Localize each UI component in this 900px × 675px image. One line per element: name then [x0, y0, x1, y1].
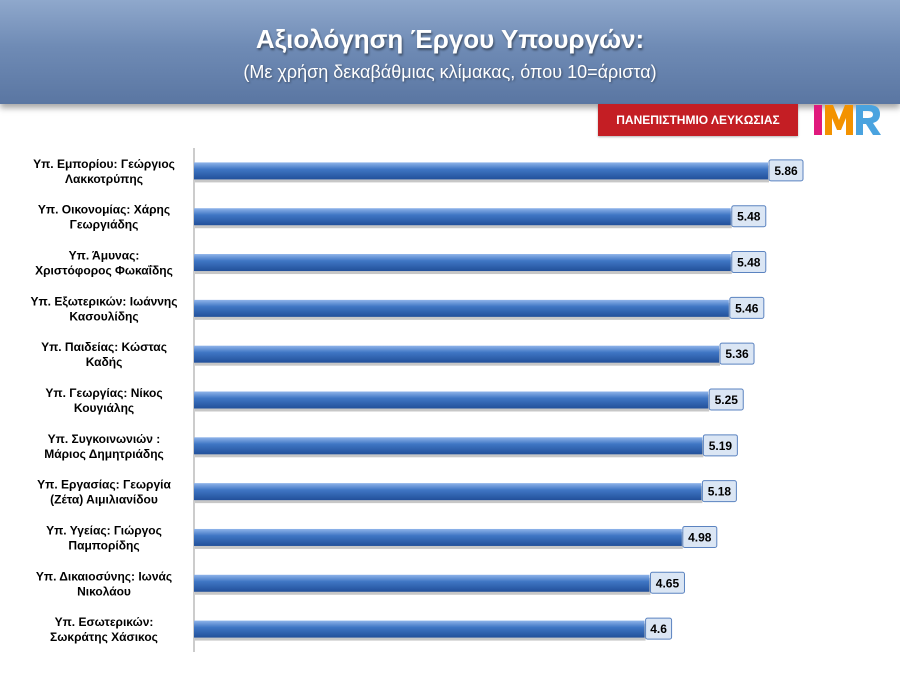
category-label-line: Καδής: [86, 355, 123, 369]
category-label: Υπ. Παιδείας: Κώστας Καδής: [41, 340, 167, 369]
category-label: Υπ. Εργασίας: Γεωργία (Ζέτα) Αιμιλιανίδου: [37, 478, 171, 507]
data-label-box: [701, 480, 737, 503]
data-label-box: [729, 296, 765, 319]
category-label-line: Χριστόφορος Φωκαΐδης: [35, 264, 173, 278]
chart-subtitle: (Με χρήση δεκαβάθμιας κλίμακας, όπου 10=…: [243, 62, 657, 82]
category-label-line: Υπ. Υγείας: Γιώργος: [46, 523, 162, 537]
data-label-box: [719, 342, 755, 365]
category-label-line: Σωκράτης Χάσικος: [50, 630, 158, 644]
category-label: Υπ. Εμπορίου: Γεώργιος Λακκοτρύπης: [33, 157, 175, 186]
category-label-line: Υπ. Εξωτερικών: Ιωάννης: [30, 294, 177, 308]
data-label: 5.86: [774, 164, 798, 178]
category-label-line: Γεωργιάδης: [70, 218, 139, 232]
category-label-line: Νικολάου: [77, 584, 131, 598]
category-label-line: Υπ. Οικονομίας: Χάρης: [38, 203, 170, 217]
bars-group: Υπ. Εμπορίου: Γεώργιος Λακκοτρύπης 5.86 Υπ.…: [30, 157, 804, 644]
title-banner: Αξιολόγηση Έργου Υπουργών: (Με χρήση δεκ…: [0, 0, 900, 104]
category-label: Υπ. Οικονομίας: Χάρης Γεωργιάδης: [38, 203, 170, 232]
data-label: 4.6: [650, 622, 667, 636]
data-label-box: [708, 388, 744, 411]
data-label: 5.48: [737, 210, 761, 224]
data-label: 5.18: [708, 485, 732, 499]
bar: [194, 528, 682, 546]
data-label: 5.46: [735, 301, 759, 315]
data-label-box: [731, 251, 767, 274]
data-label: 4.98: [688, 530, 712, 544]
data-label: 5.36: [725, 347, 749, 361]
category-label-line: Υπ. Εσωτερικών:: [55, 615, 154, 629]
data-label: 5.19: [709, 439, 733, 453]
bar: [194, 437, 703, 455]
category-label: Υπ. Εξωτερικών: Ιωάννης Κασουλίδης: [30, 294, 177, 323]
category-label-line: Υπ. Δικαιοσύνης: Ιωνάς: [36, 569, 172, 583]
category-label-line: Κουγιάλης: [74, 401, 134, 415]
category-label-line: Παμπορίδης: [68, 538, 139, 552]
chart-title: Αξιολόγηση Έργου Υπουργών:: [255, 24, 645, 54]
imr-logo-m: [825, 105, 853, 135]
bar: [194, 208, 731, 226]
category-label-line: (Ζέτα) Αιμιλιανίδου: [50, 493, 158, 507]
bar: [194, 620, 645, 638]
data-label-box: [731, 205, 767, 228]
category-label-line: Μάριος Δημητριάδης: [44, 447, 164, 461]
category-label-line: Υπ. Παιδείας: Κώστας: [41, 340, 167, 354]
data-label-box: [682, 525, 718, 548]
university-badge: ΠΑΝΕΠΙΣΤΗΜΙΟ ΛΕΥΚΩΣΙΑΣ: [598, 104, 798, 136]
data-label: 5.48: [737, 256, 761, 270]
category-label-line: Υπ. Εργασίας: Γεωργία: [37, 478, 171, 492]
bar: [194, 483, 702, 501]
data-label-box: [768, 159, 804, 182]
bar: [194, 345, 720, 363]
bar: [194, 299, 729, 317]
bar: [194, 391, 709, 409]
data-label-box: [645, 617, 673, 640]
bar: [194, 574, 650, 592]
category-label: Υπ. Δικαιοσύνης: Ιωνάς Νικολάου: [36, 569, 172, 598]
data-label: 5.25: [715, 393, 739, 407]
category-label-line: Υπ. Συγκοινωνιών :: [48, 432, 161, 446]
category-label: Υπ. Άμυνας: Χριστόφορος Φωκαΐδης: [35, 249, 173, 278]
category-label-line: Υπ. Γεωργίας: Νίκος: [45, 386, 162, 400]
data-label: 4.65: [656, 576, 680, 590]
bar: [194, 162, 768, 180]
data-label-box: [702, 434, 738, 457]
imr-logo-i: [814, 105, 822, 135]
category-label-line: Κασουλίδης: [69, 309, 138, 323]
category-label-line: Υπ. Άμυνας:: [69, 249, 140, 263]
bar: [194, 254, 731, 272]
imr-logo: [814, 105, 881, 135]
category-label: Υπ. Συγκοινωνιών : Μάριος Δημητριάδης: [44, 432, 164, 461]
category-label: Υπ. Υγείας: Γιώργος Παμπορίδης: [46, 523, 162, 552]
imr-logo-r: [856, 105, 881, 135]
category-label-line: Λακκοτρύπης: [65, 172, 143, 186]
data-label-box: [649, 571, 685, 594]
category-label: Υπ. Εσωτερικών: Σωκράτης Χάσικος: [50, 615, 158, 644]
category-label: Υπ. Γεωργίας: Νίκος Κουγιάλης: [45, 386, 162, 415]
category-label-line: Υπ. Εμπορίου: Γεώργιος: [33, 157, 175, 171]
